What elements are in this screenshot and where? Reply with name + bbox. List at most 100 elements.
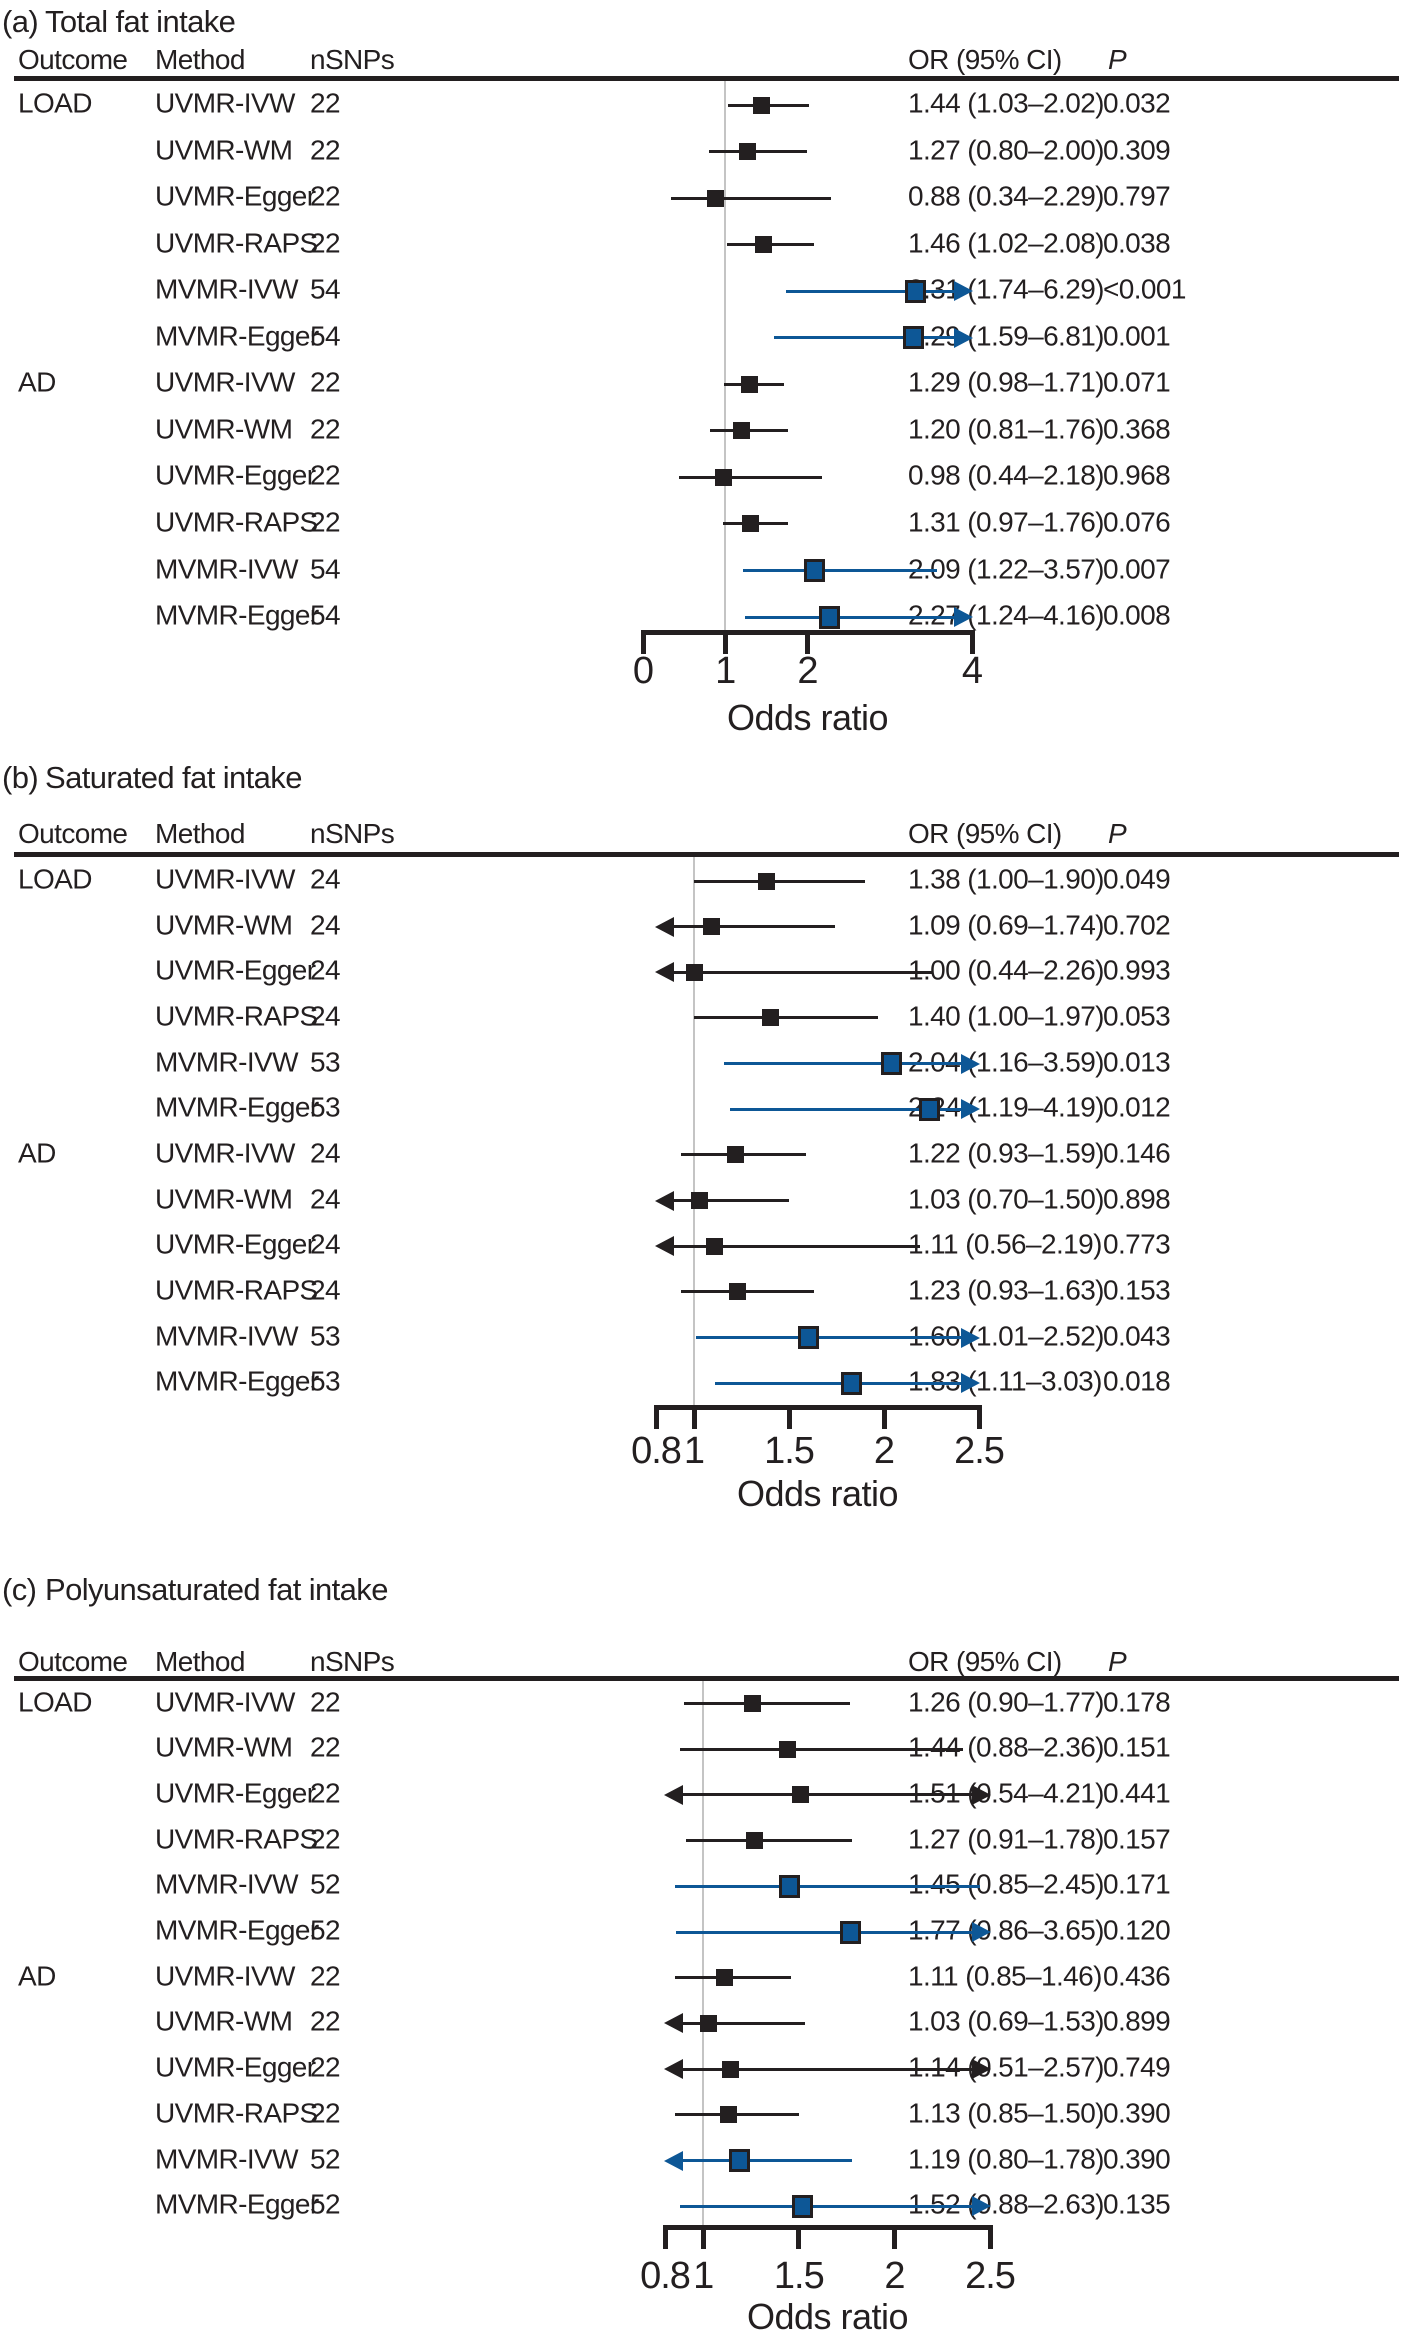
x-axis-tick	[881, 1405, 887, 1429]
point-marker	[719, 2106, 737, 2124]
ci-line	[660, 925, 835, 929]
ci-clip-arrow-right-icon	[961, 1053, 980, 1074]
p-value: 0.157	[1103, 1823, 1171, 1855]
nsnps-value: 24	[310, 1000, 341, 1032]
p-value: 0.749	[1103, 2051, 1171, 2083]
nsnps-value: 22	[310, 413, 341, 445]
ci-line	[674, 2113, 799, 2117]
nsnps-value: 22	[310, 1823, 341, 1855]
nsnps-value: 54	[310, 273, 341, 305]
panel-title: Saturated fat intake	[45, 760, 302, 795]
point-marker	[702, 918, 720, 936]
method-label: MVMR-IVW	[155, 273, 299, 305]
header-rule	[14, 1676, 1399, 1681]
ci-clip-arrow-left-icon	[664, 1784, 683, 1805]
point-marker	[792, 2194, 814, 2218]
p-value: 0.001	[1103, 320, 1171, 352]
method-label: UVMR-IVW	[155, 367, 295, 399]
nsnps-value: 22	[310, 1960, 341, 1992]
column-header-or-ci: OR (95% CI)	[908, 1646, 1062, 1677]
nsnps-value: 52	[310, 2143, 341, 2175]
or-ci-value: 1.27 (0.91–1.78)	[908, 1823, 1104, 1855]
or-ci-value: 1.00 (0.44–2.26)	[908, 955, 1104, 987]
p-value: 0.390	[1103, 2097, 1171, 2129]
method-label: UVMR-IVW	[155, 1960, 295, 1992]
nsnps-value: 24	[310, 1228, 341, 1260]
p-value: 0.146	[1103, 1137, 1171, 1169]
p-value: 0.053	[1103, 1000, 1171, 1032]
x-axis-tick	[976, 1405, 982, 1429]
or-ci-value: 2.04 (1.16–3.59)	[908, 1046, 1104, 1078]
nsnps-value: 22	[310, 87, 341, 119]
nsnps-value: 22	[310, 460, 341, 492]
outcome-label: LOAD	[18, 863, 92, 895]
panel-tag: (c)	[2, 1572, 37, 1607]
x-axis-title: Odds ratio	[726, 697, 889, 738]
column-header-method: Method	[155, 818, 245, 849]
point-marker	[919, 1097, 941, 1121]
x-axis-tick-label: 1	[715, 650, 736, 692]
x-axis-tick-label: 2.5	[965, 2255, 1016, 2297]
ci-line	[670, 196, 832, 200]
nsnps-value: 22	[310, 1777, 341, 1809]
or-ci-value: 2.09 (1.22–3.57)	[908, 553, 1104, 585]
or-ci-value: 1.26 (0.90–1.77)	[908, 1686, 1104, 1718]
point-marker	[727, 1146, 745, 1164]
or-ci-value: 1.31 (0.97–1.76)	[908, 506, 1104, 538]
point-marker	[819, 605, 841, 629]
point-marker	[685, 963, 703, 981]
method-label: UVMR-IVW	[155, 87, 295, 119]
column-header-nsnps: nSNPs	[310, 44, 395, 75]
point-marker	[706, 189, 724, 207]
x-axis-tick	[969, 630, 975, 654]
column-header-or-ci: OR (95% CI)	[908, 818, 1062, 849]
header-rule	[14, 76, 1399, 81]
method-label: UVMR-Egger	[155, 1228, 316, 1260]
ci-line	[660, 1244, 921, 1248]
p-value: 0.049	[1103, 863, 1171, 895]
x-axis-tick	[786, 1405, 792, 1429]
p-value: 0.171	[1103, 1869, 1171, 1901]
or-ci-value: 1.13 (0.85–1.50)	[908, 2097, 1104, 2129]
point-marker	[754, 236, 772, 254]
ci-line	[684, 1702, 851, 1705]
method-label: UVMR-RAPS	[155, 2097, 318, 2129]
nsnps-value: 53	[310, 1046, 341, 1078]
nsnps-value: 53	[310, 1365, 341, 1397]
method-label: UVMR-WM	[155, 2006, 293, 2038]
nsnps-value: 22	[310, 2097, 341, 2129]
ci-clip-arrow-right-icon	[961, 1373, 980, 1394]
p-value: 0.038	[1103, 227, 1171, 259]
x-axis-tick	[722, 630, 728, 654]
point-marker	[904, 279, 926, 303]
nsnps-value: 22	[310, 134, 341, 166]
nsnps-value: 22	[310, 1731, 341, 1763]
or-ci-value: 1.20 (0.81–1.76)	[908, 413, 1104, 445]
or-ci-value: 2.27 (1.24–4.16)	[908, 599, 1104, 631]
x-axis-tick-label: 1	[683, 1430, 705, 1472]
ci-line	[674, 1884, 981, 1888]
ci-line	[708, 150, 808, 154]
x-axis-title: Odds ratio	[736, 1473, 899, 1514]
p-value: 0.032	[1103, 87, 1171, 119]
x-axis-tick	[640, 630, 646, 654]
method-label: MVMR-IVW	[155, 553, 299, 585]
x-axis-tick-label: 4	[961, 650, 983, 692]
point-marker	[792, 1786, 810, 1804]
p-value: 0.797	[1103, 180, 1171, 212]
point-marker	[706, 1237, 724, 1255]
x-axis-tick	[805, 630, 810, 654]
ci-clip-arrow-right-icon	[972, 2059, 991, 2080]
x-axis-tick-label: 0.8	[640, 2255, 691, 2297]
ci-clip-arrow-left-icon	[664, 2013, 683, 2034]
x-axis-tick	[891, 2225, 897, 2249]
ci-clip-arrow-right-icon	[972, 1784, 991, 1805]
point-marker	[733, 422, 751, 440]
or-ci-value: 1.77 (0.86–3.65)	[908, 1914, 1104, 1946]
method-label: UVMR-RAPS	[155, 227, 318, 259]
p-value: 0.702	[1103, 909, 1171, 941]
p-value: 0.007	[1103, 553, 1171, 585]
x-axis-tick-label: 2	[797, 650, 818, 692]
or-ci-value: 3.29 (1.59–6.81)	[908, 320, 1104, 352]
